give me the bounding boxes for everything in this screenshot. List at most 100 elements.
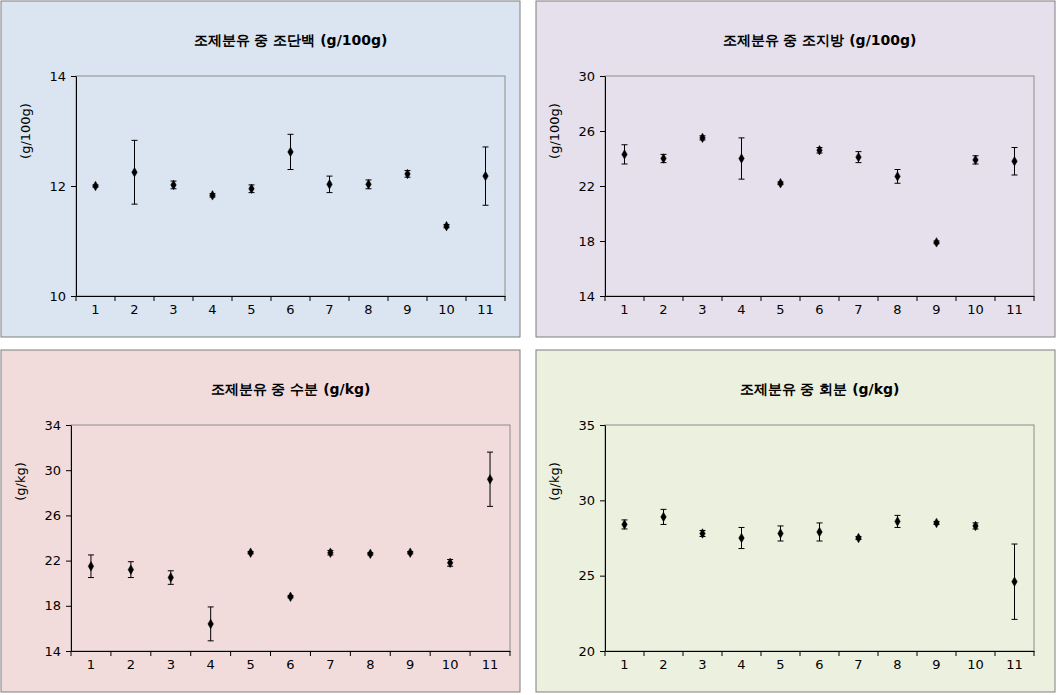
x-boundary-tick (505, 296, 506, 301)
data-point (973, 521, 978, 530)
data-point (934, 238, 939, 247)
x-boundary-tick (683, 296, 684, 301)
x-tick-label: 6 (815, 302, 823, 317)
chart-panel: 조제분유 중 조단백 (g/100g)1012141234567891011(g… (1, 1, 520, 337)
error-bar-cap (483, 205, 489, 206)
x-axis: 1234567891011 (606, 296, 1035, 317)
error-bar (1012, 148, 1018, 176)
data-point (700, 133, 705, 142)
y-axis-line (76, 77, 77, 297)
x-tick-label: 1 (620, 657, 628, 672)
y-tick-mark (66, 470, 71, 471)
chart-title: 조제분유 중 조지방 (g/100g) (723, 32, 917, 48)
x-tick: 1 (620, 651, 628, 672)
x-tick: 10 (967, 296, 984, 317)
x-boundary-tick (917, 296, 918, 301)
data-point (366, 180, 371, 189)
x-tick-label: 4 (207, 657, 215, 672)
data-point (171, 180, 176, 189)
y-tick-label: 30 (44, 463, 61, 478)
panel-background (536, 350, 1055, 692)
y-tick: 14 (578, 289, 605, 304)
x-tick: 11 (1006, 296, 1023, 317)
data-point (208, 619, 213, 628)
x-tick-label: 1 (87, 657, 95, 672)
x-tick: 6 (815, 296, 823, 317)
plot-frame (605, 76, 1034, 296)
data-point (168, 573, 173, 582)
error-bar-cap (661, 524, 667, 525)
y-tick-mark (600, 241, 605, 242)
y-tick-mark (66, 561, 71, 562)
y-tick: 20 (578, 644, 605, 659)
x-tick-label: 6 (815, 657, 823, 672)
x-tick-label: 10 (438, 302, 455, 317)
y-tick-label: 14 (578, 289, 595, 304)
data-point (288, 592, 293, 601)
x-tick-label: 11 (1006, 302, 1023, 317)
x-axis-line (606, 296, 1035, 297)
error-bar (366, 180, 372, 189)
y-tick: 30 (578, 493, 605, 508)
error-bar (249, 185, 255, 193)
error-bar (973, 156, 979, 164)
plot-frame (605, 425, 1034, 651)
data-point (444, 221, 449, 230)
x-axis-line (72, 651, 511, 652)
data-point (447, 558, 452, 567)
error-bar-cap (817, 522, 823, 523)
error-bar (739, 527, 745, 548)
y-tick-label: 35 (578, 418, 595, 433)
y-tick-label: 14 (44, 644, 61, 659)
error-bar (622, 145, 628, 164)
x-boundary-tick (956, 296, 957, 301)
x-tick: 6 (286, 296, 294, 317)
y-axis-line (605, 426, 606, 652)
x-boundary-tick (466, 296, 467, 301)
chart-panel: 조제분유 중 회분 (g/kg)202530351234567891011(g/… (536, 350, 1055, 692)
x-tick-label: 4 (208, 302, 216, 317)
x-boundary-tick (839, 296, 840, 301)
x-tick: 2 (659, 296, 667, 317)
chart-title: 조제분유 중 수분 (g/kg) (211, 381, 371, 397)
x-tick: 2 (127, 651, 135, 672)
error-bar-cap (208, 606, 214, 607)
y-tick-label: 18 (578, 234, 595, 249)
data-point (622, 520, 627, 529)
x-tick-label: 5 (246, 657, 254, 672)
x-tick: 5 (246, 651, 254, 672)
x-tick-label: 10 (442, 657, 459, 672)
x-boundary-tick (390, 651, 391, 656)
error-bar (288, 134, 294, 169)
x-tick: 4 (207, 651, 215, 672)
x-boundary-tick (878, 651, 879, 656)
error-bar-cap (132, 140, 138, 141)
y-tick-mark (600, 500, 605, 501)
data-point (661, 154, 666, 163)
error-bar (895, 170, 901, 184)
x-tick-label: 4 (737, 302, 745, 317)
error-bar (487, 452, 493, 506)
x-boundary-tick (310, 296, 311, 301)
x-tick: 10 (442, 651, 459, 672)
data-point (739, 154, 744, 163)
panel-background (1, 1, 520, 337)
error-bar-cap (88, 554, 94, 555)
error-bar (208, 607, 214, 641)
x-tick: 4 (737, 296, 745, 317)
x-boundary-tick (800, 651, 801, 656)
x-tick: 10 (438, 296, 455, 317)
x-boundary-tick (76, 296, 77, 301)
error-bar-cap (1012, 175, 1018, 176)
x-tick-label: 1 (620, 302, 628, 317)
data-point (856, 152, 861, 161)
error-bar-cap (288, 134, 294, 135)
x-boundary-tick (349, 296, 350, 301)
x-tick: 7 (854, 651, 862, 672)
x-boundary-tick (1034, 651, 1035, 656)
x-tick-label: 1 (91, 302, 99, 317)
data-point (93, 181, 98, 190)
y-tick-label: 22 (578, 179, 595, 194)
y-tick: 22 (44, 553, 71, 568)
y-tick-label: 30 (578, 69, 595, 84)
